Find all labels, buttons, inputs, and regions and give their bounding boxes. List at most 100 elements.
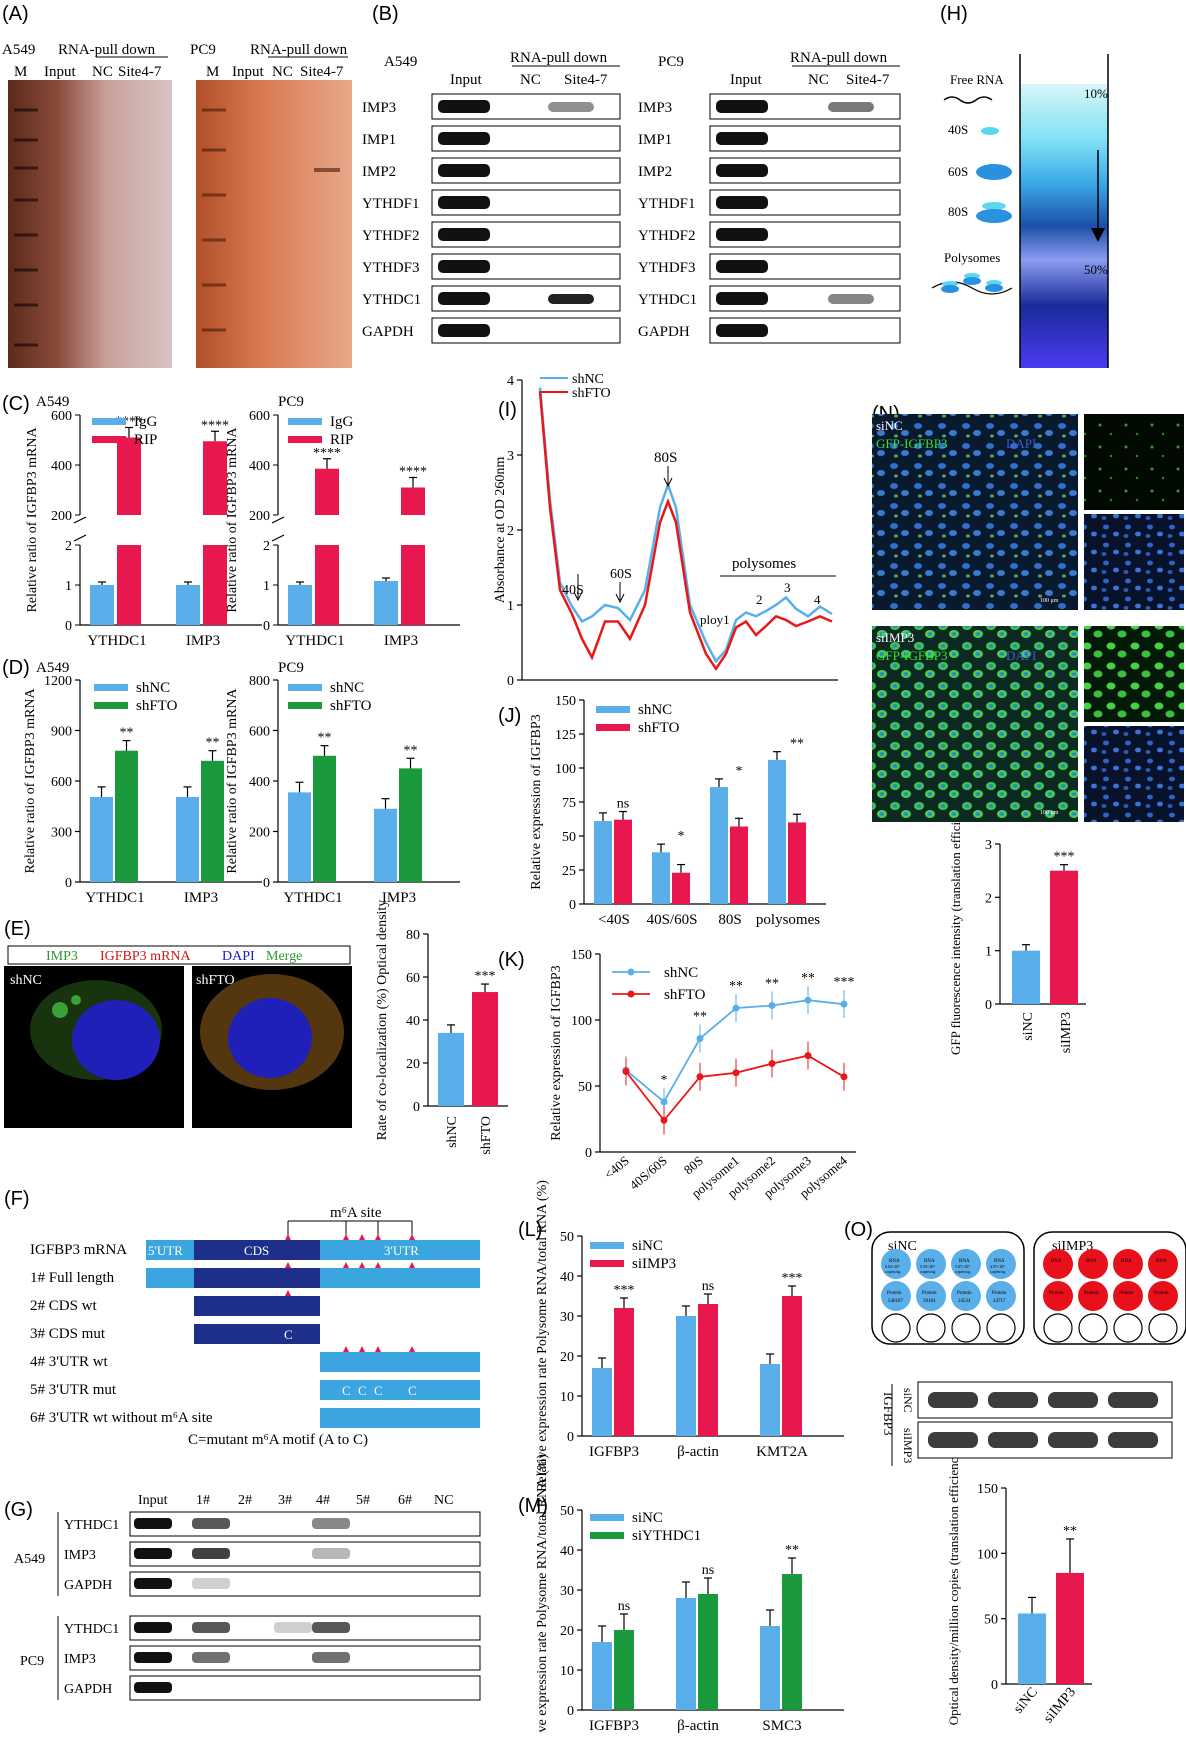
chart-d-pc9-y-tick-label: 800 (249, 674, 270, 689)
chart-k-line-shnc (625, 999, 845, 1104)
gel-image-a549 (8, 80, 172, 368)
chart-n-y-tick-label: 2 (985, 891, 992, 906)
well-protein-value: 24717 (993, 1299, 1006, 1304)
chart-j-y-tick-label: 50 (562, 830, 576, 845)
construct-5-label: 5# 3'UTR mut (30, 1382, 117, 1398)
panel-a-cell-pc9: PC9 (190, 42, 216, 58)
chart-c-pc9-y-tick-label: 200 (249, 509, 270, 524)
blot-band-input-pc9-gapdh (716, 324, 768, 337)
well-rna-siimp3 (1078, 1249, 1108, 1279)
chart-d-pc9: 0 200 400 600 800 ** YTHDC1 ** IMP3 Relative rati… (225, 660, 460, 906)
chart-c-pc9-bar-lower (315, 545, 339, 625)
chart-d-a549-y-tick-label: 600 (51, 775, 72, 790)
well-protein-value: 39164 (923, 1299, 936, 1304)
well-rna-label: RNA (1086, 1259, 1097, 1264)
chart-o: 0 50 100 150 siNC ** siIMP3 Optical density/mil… (946, 1447, 1092, 1726)
chart-c-a549-y-tick-label: 600 (51, 409, 72, 424)
arrow-40s-icon (573, 574, 583, 602)
chart-k-x-label: 40S/60S (627, 1153, 670, 1193)
chart-d-pc9-significance: ** (404, 743, 418, 758)
well-protein-label: Protein (1049, 1291, 1064, 1296)
chart-d-pc9-y-tick-label: 200 (249, 826, 270, 841)
well-protein-value: 24534 (958, 1299, 971, 1304)
panel-b-protein-a549-ythdf3: YTHDF3 (362, 260, 420, 276)
igfbp3-mrna-label: IGFBP3 mRNA (30, 1242, 127, 1258)
chart-c-a549-y-tick-label: 400 (51, 459, 72, 474)
well-protein-label: Protein (1119, 1291, 1134, 1296)
chart-c-a549-bar-lower (203, 545, 227, 625)
panel-label-M: (M) (518, 1495, 548, 1517)
chart-m-legend-swatch (590, 1532, 624, 1539)
chart-e-y-tick-label: 20 (406, 1057, 420, 1072)
construct-1-cds (194, 1268, 320, 1288)
chart-l: 0 10 20 30 40 50 *** IGFBP3 ns β-actin *** KMT2A Rel… (535, 1180, 844, 1492)
chart-i-annot-polysomes: polysomes (732, 556, 796, 572)
chart-e-significance: *** (475, 969, 496, 984)
panel-f: m⁶A site IGFBP3 mRNA 5'UTR CDS 3'UTR 1# Full … (30, 1205, 480, 1448)
chart-e: 0 20 40 60 80 shNC *** shFTO Rate of co-localiza… (375, 900, 508, 1155)
chart-d-a549-significance: ** (206, 736, 220, 751)
chart-k-legend-marker (627, 990, 635, 998)
chart-c-a549-x-label: YTHDC1 (87, 633, 146, 649)
panel-n: siNC GFP-IGFBP3 DAPI 100 μm siIMP3 GFP-I… (872, 414, 1184, 822)
panel-a-lane-m-2: M (206, 64, 219, 80)
chart-c-a549-significance: **** (201, 418, 229, 433)
construct-5-mutation: C (408, 1383, 417, 1398)
well-protein-sinc (951, 1281, 981, 1311)
label-stain-siimp3: GFP-IGFBP3 (876, 648, 948, 663)
chart-j-y-tick-label: 25 (562, 864, 576, 879)
panel-label-D: (D) (2, 657, 30, 679)
chart-d-a549-bar (176, 796, 199, 882)
chart-o-x-label: siNC (1011, 1685, 1041, 1717)
chart-c-a549-bar-lower (117, 545, 141, 625)
blot-strip-g-pc9-ythdc1 (129, 1615, 481, 1641)
chart-e-x-label: shNC (445, 1116, 460, 1148)
mutation-note: C=mutant m⁶A motif (A to C) (188, 1432, 368, 1448)
chart-j-significance: * (678, 829, 685, 844)
free-rna-icon (943, 96, 993, 104)
chart-c-pc9-bar (288, 585, 312, 625)
chart-d-a549: 0 300 600 900 1200 ** YTHDC1 ** IMP3 Relative rat… (23, 660, 262, 906)
chart-m-y-tick-label: 50 (560, 1504, 574, 1519)
chart-j-bar (652, 852, 670, 904)
chart-k-y-tick-label: 100 (571, 1014, 592, 1029)
well-rna-sinc (951, 1249, 981, 1279)
chart-m-bar (760, 1626, 780, 1710)
chart-j-y-tick-label: 125 (555, 728, 576, 743)
panel-g-lane-3: 3# (278, 1493, 292, 1508)
chart-k-significance: ** (765, 976, 779, 991)
well-empty-sinc (986, 1313, 1016, 1343)
chart-d-a549-legend-label: shNC (136, 680, 170, 696)
scale-bar-siimp3: 100 μm (1040, 810, 1059, 816)
panel-g-lane-6: 6# (398, 1493, 412, 1508)
chart-o-y-tick-label: 0 (991, 1678, 998, 1693)
construct-5-mutation: C (342, 1383, 351, 1398)
chart-m-significance: ** (785, 1543, 799, 1558)
blot-band-g (312, 1622, 350, 1633)
chart-j-bar (594, 821, 612, 904)
panel-b-protein-pc9-imp1: IMP1 (638, 132, 672, 148)
well-rna-value: 5.87×10⁵ (955, 1264, 970, 1269)
arrow-80s-icon (663, 466, 673, 488)
well-empty-siimp3 (1113, 1313, 1143, 1343)
chart-l-significance: *** (782, 1271, 803, 1286)
chart-e-bar (472, 992, 498, 1106)
chart-m-y-tick-label: 10 (560, 1664, 574, 1679)
chart-m-x-label: IGFBP3 (589, 1718, 639, 1733)
chart-d-a549-title: A549 (36, 660, 69, 676)
chart-j-bar (788, 822, 806, 904)
label-shnc-image: shNC (10, 973, 42, 988)
panel-b-protein-a549-ythdc1: YTHDC1 (362, 292, 421, 308)
panel-b-protein-pc9-ythdf2: YTHDF2 (638, 228, 696, 244)
chart-j-y-label: Relative expression of IGFBP3 (529, 714, 544, 889)
chart-o-bar (1056, 1572, 1084, 1684)
construct-5-mutation: C (358, 1383, 367, 1398)
panel-a-lane-input-2: Input (232, 64, 264, 80)
chart-k-significance: ** (693, 1009, 707, 1024)
panel-b-lane-pc9-2: Site4-7 (846, 72, 890, 88)
panel-o-blot-row-1: siIMP3 (901, 1428, 915, 1463)
chart-m: 0 10 20 30 40 50 ns IGFBP3 ns β-actin ** SMC3 Relati… (535, 1454, 844, 1738)
panel-b-protein-pc9-ythdc1: YTHDC1 (638, 292, 697, 308)
label-dapi-sinc: DAPI (1006, 436, 1036, 451)
